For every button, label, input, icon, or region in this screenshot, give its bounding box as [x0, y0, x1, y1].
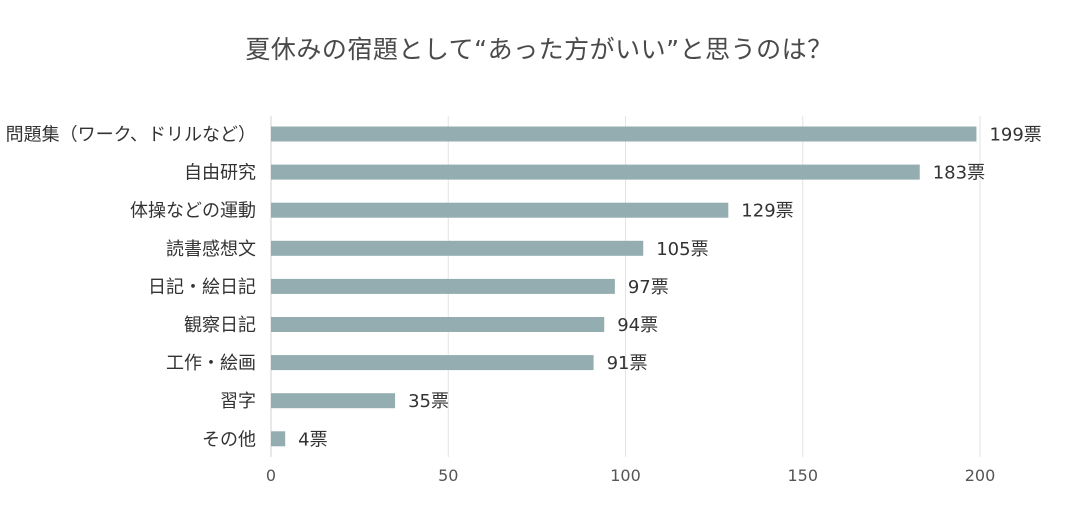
value-label: 129票	[741, 201, 793, 222]
value-label: 97票	[628, 277, 669, 298]
category-label: 日記・絵日記	[148, 277, 256, 298]
bar-2	[271, 202, 729, 218]
category-label: 観察日記	[184, 315, 256, 336]
chart-title: 夏休みの宿題として“あった方がいい”と思うのは？	[245, 35, 833, 64]
value-label: 91票	[607, 353, 648, 374]
value-label: 199票	[989, 125, 1041, 146]
value-label: 4票	[298, 429, 327, 450]
category-label: 問題集（ワーク、ドリルなど）	[6, 125, 256, 146]
bar-8	[271, 431, 286, 447]
bar-6	[271, 355, 594, 371]
value-label: 183票	[933, 163, 985, 184]
category-label: 工作・絵画	[166, 353, 256, 374]
x-tick-label: 50	[438, 466, 458, 485]
x-tick-label: 200	[965, 466, 996, 485]
value-label: 35票	[408, 391, 449, 412]
category-label: その他	[202, 429, 256, 450]
bars	[271, 126, 977, 447]
x-tick-label: 100	[610, 466, 641, 485]
bar-4	[271, 278, 615, 294]
category-label: 習字	[220, 391, 256, 412]
value-label: 105票	[656, 239, 708, 260]
category-label: 体操などの運動	[130, 201, 256, 222]
bar-0	[271, 126, 977, 142]
category-label: 自由研究	[184, 163, 256, 184]
bar-5	[271, 317, 605, 332]
bar-1	[271, 164, 920, 180]
value-label: 94票	[617, 315, 658, 336]
bar-3	[271, 240, 644, 256]
x-tick-label: 0	[266, 466, 276, 485]
bar-7	[271, 393, 396, 409]
category-label: 読書感想文	[166, 239, 256, 260]
x-tick-label: 150	[787, 466, 818, 485]
